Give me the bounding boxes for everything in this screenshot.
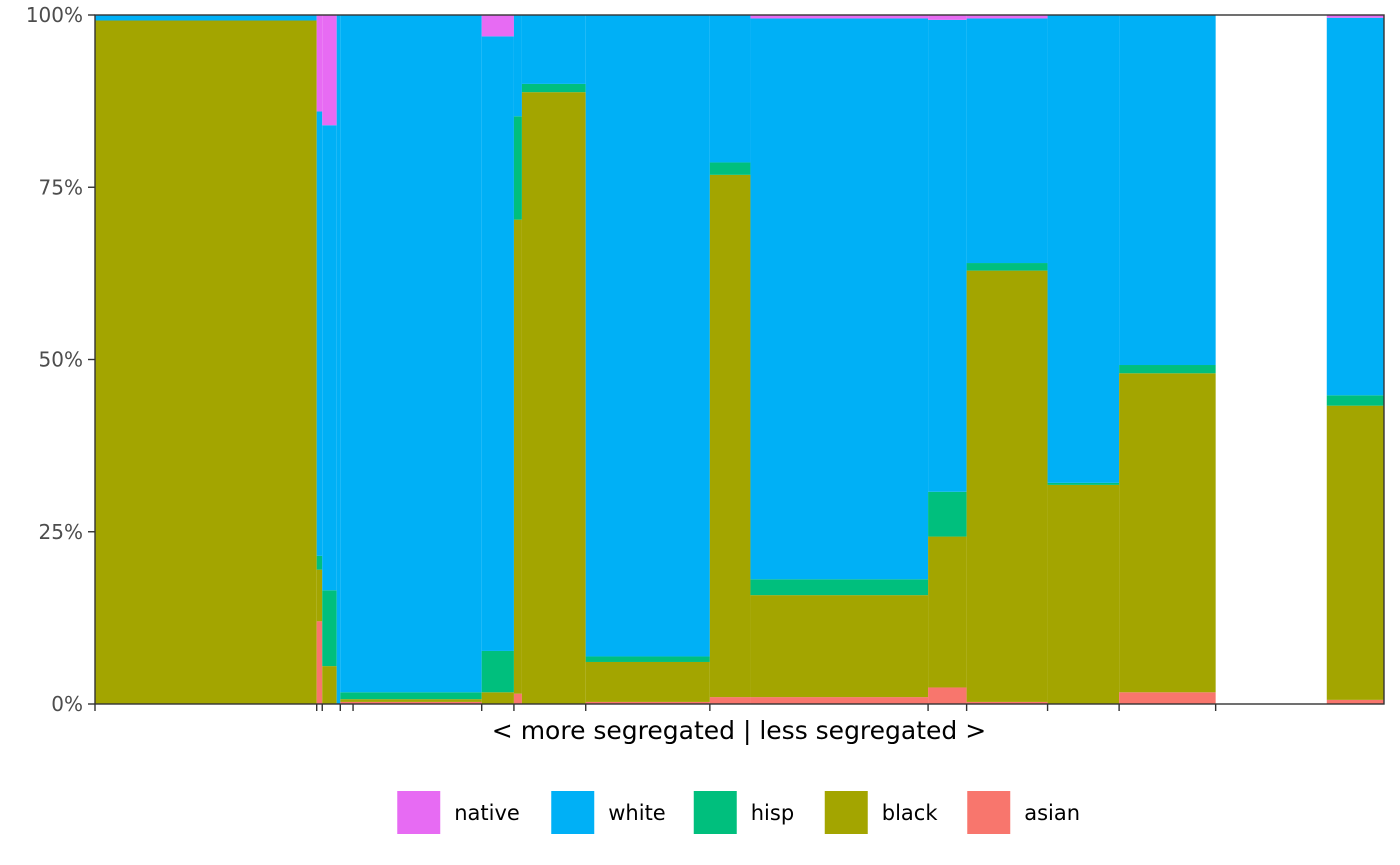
- bar-segment-4-white: [336, 15, 341, 704]
- bar-segment-11-black: [750, 595, 929, 698]
- bar-segment-9-hisp: [585, 656, 710, 662]
- bar-segment-6-black: [481, 692, 514, 704]
- bar-segment-12-white: [928, 19, 967, 492]
- bar-segment-10-hisp: [709, 162, 751, 175]
- x-axis-title: < more segregated | less segregated >: [492, 716, 986, 745]
- bar-segment-8-black: [521, 92, 586, 705]
- bar-segment-7-hisp: [513, 116, 522, 220]
- bar-segment-3-black: [322, 666, 337, 704]
- bar-segment-13-asian: [966, 701, 1048, 704]
- bar-segment-16-native: [1326, 15, 1384, 18]
- bar-segment-8-white: [521, 15, 586, 84]
- y-axis: 0% 25% 50% 75% 100%: [26, 3, 95, 716]
- bar-segment-11-white: [750, 18, 929, 580]
- bar-segment-15-hisp: [1119, 365, 1216, 374]
- legend-label-white: white: [608, 801, 665, 825]
- bar-segment-9-white: [585, 15, 710, 657]
- legend-key-native: [397, 791, 441, 834]
- bar-segment-14-white: [1047, 15, 1120, 483]
- bar-segment-5-asian: [340, 701, 482, 704]
- bar-segment-10-asian: [709, 697, 751, 704]
- bar-segment-12-hisp: [928, 491, 967, 537]
- bar-segment-10-black: [709, 174, 751, 698]
- y-tick-label-5: 100%: [26, 3, 83, 27]
- y-tick-label-3: 50%: [39, 348, 83, 372]
- bar-segment-3-white: [322, 125, 337, 591]
- bar-segment-2-white: [316, 111, 323, 556]
- bar-segment-15-asian: [1119, 692, 1216, 704]
- bar-segment-2-asian: [316, 621, 323, 704]
- bar-segment-7-black: [513, 219, 522, 694]
- bar-segment-16-black: [1326, 405, 1384, 700]
- bar-segment-9-asian: [585, 701, 710, 704]
- bar-segment-16-white: [1326, 17, 1384, 396]
- bar-segment-16-hisp: [1326, 395, 1384, 406]
- bar-segment-5-black: [340, 699, 482, 702]
- legend-key-hisp: [693, 791, 737, 834]
- bar-segment-7-asian: [513, 693, 522, 704]
- bar-segment-13-hisp: [966, 263, 1048, 271]
- bar-segment-5-white: [340, 15, 482, 693]
- bar-segment-10-white: [709, 15, 751, 163]
- bar-segment-13-native: [966, 15, 1048, 19]
- y-tick-label-1: 0%: [51, 692, 83, 716]
- bar-segment-3-hisp: [322, 590, 337, 667]
- bar-segment-13-black: [966, 270, 1048, 702]
- bar-segment-2-black: [316, 569, 323, 622]
- bar-segment-12-asian: [928, 687, 967, 704]
- legend-label-hisp: hisp: [751, 801, 794, 825]
- bar-segment-11-asian: [750, 697, 929, 704]
- bar-segment-1-white: [95, 15, 317, 21]
- bar-segment-9-black: [585, 661, 710, 702]
- bar-segment-14-hisp: [1047, 482, 1120, 485]
- y-tick-label-4: 75%: [39, 175, 83, 199]
- bar-segment-12-black: [928, 536, 967, 688]
- bar-segment-2-hisp: [316, 555, 323, 570]
- bar-segment-12-native: [928, 15, 967, 20]
- bar-segment-3-native: [322, 15, 337, 126]
- bar-segment-15-black: [1119, 373, 1216, 693]
- bar-segment-8-hisp: [521, 83, 586, 93]
- legend-key-white: [551, 791, 595, 834]
- bar-segment-5-hisp: [340, 692, 482, 700]
- legend-label-black: black: [882, 801, 939, 825]
- x-axis: [94, 704, 1217, 711]
- bar-segment-1-black: [95, 20, 317, 704]
- bar-segment-6-native: [481, 15, 514, 37]
- legend-label-native: native: [454, 801, 520, 825]
- bar-segment-6-white: [481, 36, 514, 651]
- legend-key-black: [824, 791, 868, 834]
- bar-segment-16-asian: [1326, 699, 1384, 704]
- bar-segment-6-hisp: [481, 650, 514, 693]
- bars-layer: [95, 15, 1384, 705]
- legend-key-asian: [967, 791, 1011, 834]
- bar-segment-14-black: [1047, 484, 1120, 704]
- bar-segment-2-native: [316, 15, 323, 112]
- bar-segment-7-white: [513, 15, 522, 117]
- bar-segment-15-white: [1119, 15, 1216, 366]
- y-tick-label-2: 25%: [39, 520, 83, 544]
- legend: native white hisp black asian: [397, 791, 1080, 834]
- legend-label-asian: asian: [1024, 801, 1080, 825]
- bar-segment-11-native: [750, 15, 929, 19]
- bar-segment-13-white: [966, 18, 1048, 264]
- bar-segment-11-hisp: [750, 579, 929, 596]
